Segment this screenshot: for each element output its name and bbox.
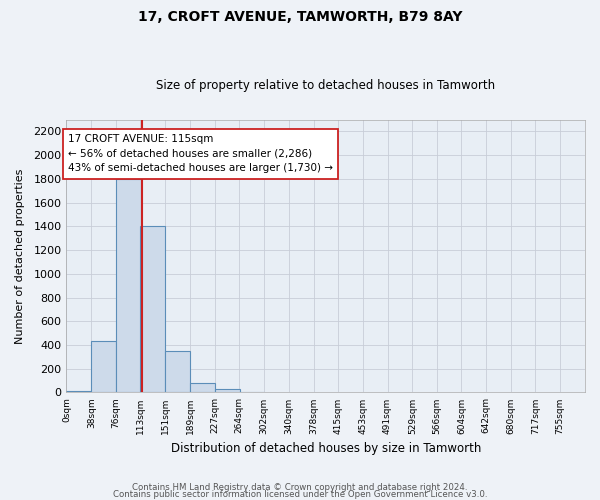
Text: Contains HM Land Registry data © Crown copyright and database right 2024.: Contains HM Land Registry data © Crown c…	[132, 484, 468, 492]
Bar	[215, 390, 240, 392]
Bar	[190, 383, 215, 392]
Bar	[91, 342, 116, 392]
Y-axis label: Number of detached properties: Number of detached properties	[15, 168, 25, 344]
Text: 17, CROFT AVENUE, TAMWORTH, B79 8AY: 17, CROFT AVENUE, TAMWORTH, B79 8AY	[138, 10, 462, 24]
Bar	[67, 390, 91, 392]
Bar	[165, 351, 190, 393]
X-axis label: Distribution of detached houses by size in Tamworth: Distribution of detached houses by size …	[170, 442, 481, 455]
Text: 17 CROFT AVENUE: 115sqm
← 56% of detached houses are smaller (2,286)
43% of semi: 17 CROFT AVENUE: 115sqm ← 56% of detache…	[68, 134, 333, 173]
Bar	[140, 226, 165, 392]
Bar	[116, 179, 141, 392]
Text: Contains public sector information licensed under the Open Government Licence v3: Contains public sector information licen…	[113, 490, 487, 499]
Title: Size of property relative to detached houses in Tamworth: Size of property relative to detached ho…	[156, 79, 495, 92]
